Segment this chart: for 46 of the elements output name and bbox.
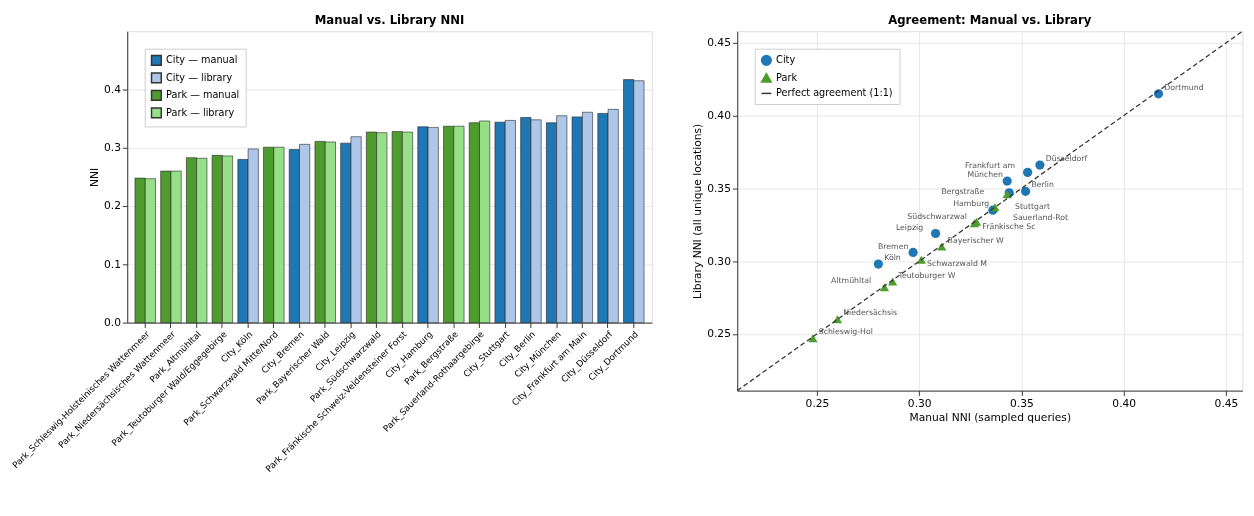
annotation: München	[967, 170, 1003, 180]
legend-label: City	[776, 54, 796, 66]
legend-label: Park — manual	[166, 89, 240, 101]
annotation: Köln	[884, 253, 901, 263]
legend-label: City — manual	[166, 54, 238, 66]
y-tick-label: 0.2	[103, 199, 121, 213]
annotation: Dortmund	[1164, 82, 1204, 92]
x-tick-label: 0.25	[805, 396, 830, 410]
y-axis-title: Library NNI (all unique locations)	[691, 123, 705, 300]
annotation: Bayerischer W	[947, 235, 1005, 245]
annotation: Niedersächsis	[843, 308, 898, 318]
y-tick-label: 0.35	[707, 181, 731, 195]
annotation: Bergstraße	[941, 186, 985, 196]
y-tick-label: 0.40	[707, 109, 732, 123]
annotation: Stuttgart	[1015, 202, 1050, 212]
annotation: Düsseldorf	[1045, 154, 1088, 164]
annotation: Fränkische Sc	[982, 221, 1036, 231]
annotation: Frankfurt am	[965, 161, 1016, 171]
annotation: Südschwarzwal	[907, 212, 968, 222]
x-tick-label: 0.40	[1112, 396, 1137, 410]
annotation: Teutoburger W	[897, 270, 956, 280]
legend-label: Perfect agreement (1:1)	[776, 87, 893, 99]
x-tick-label: 0.30	[907, 396, 932, 410]
annotation: Bremen	[877, 241, 909, 251]
y-tick-label: 0.30	[707, 254, 732, 268]
annotation: Berlin	[1031, 180, 1055, 190]
legend-label: Park — library	[166, 106, 235, 118]
x-axis-title: Manual NNI (sampled queries)	[909, 411, 1072, 425]
annotation: Leipzig	[895, 222, 924, 232]
y-tick-label: 0.45	[707, 36, 731, 50]
annotation: Altmühltal	[831, 276, 872, 286]
legend-label: Park	[776, 71, 798, 83]
y-tick-label: 0.3	[103, 141, 121, 155]
y-tick-label: 0.4	[103, 82, 122, 96]
chart-title: Manual vs. Library NNI	[314, 13, 465, 28]
y-axis-title: NNI	[88, 167, 102, 187]
y-tick-label: 0.0	[103, 316, 122, 330]
annotation: Schwarzwald M	[927, 259, 987, 269]
x-tick-label: 0.45	[1214, 396, 1239, 410]
legend-label: City — library	[166, 71, 233, 83]
annotation: Hamburg	[953, 199, 990, 209]
chart-title: Agreement: Manual vs. Library	[888, 12, 1092, 27]
annotation: Sauerland-Rot	[1013, 213, 1069, 223]
annotation: Schleswig-Hol	[818, 327, 873, 337]
y-tick-label: 0.1	[103, 257, 121, 271]
x-tick-label: 0.35	[1010, 396, 1034, 410]
